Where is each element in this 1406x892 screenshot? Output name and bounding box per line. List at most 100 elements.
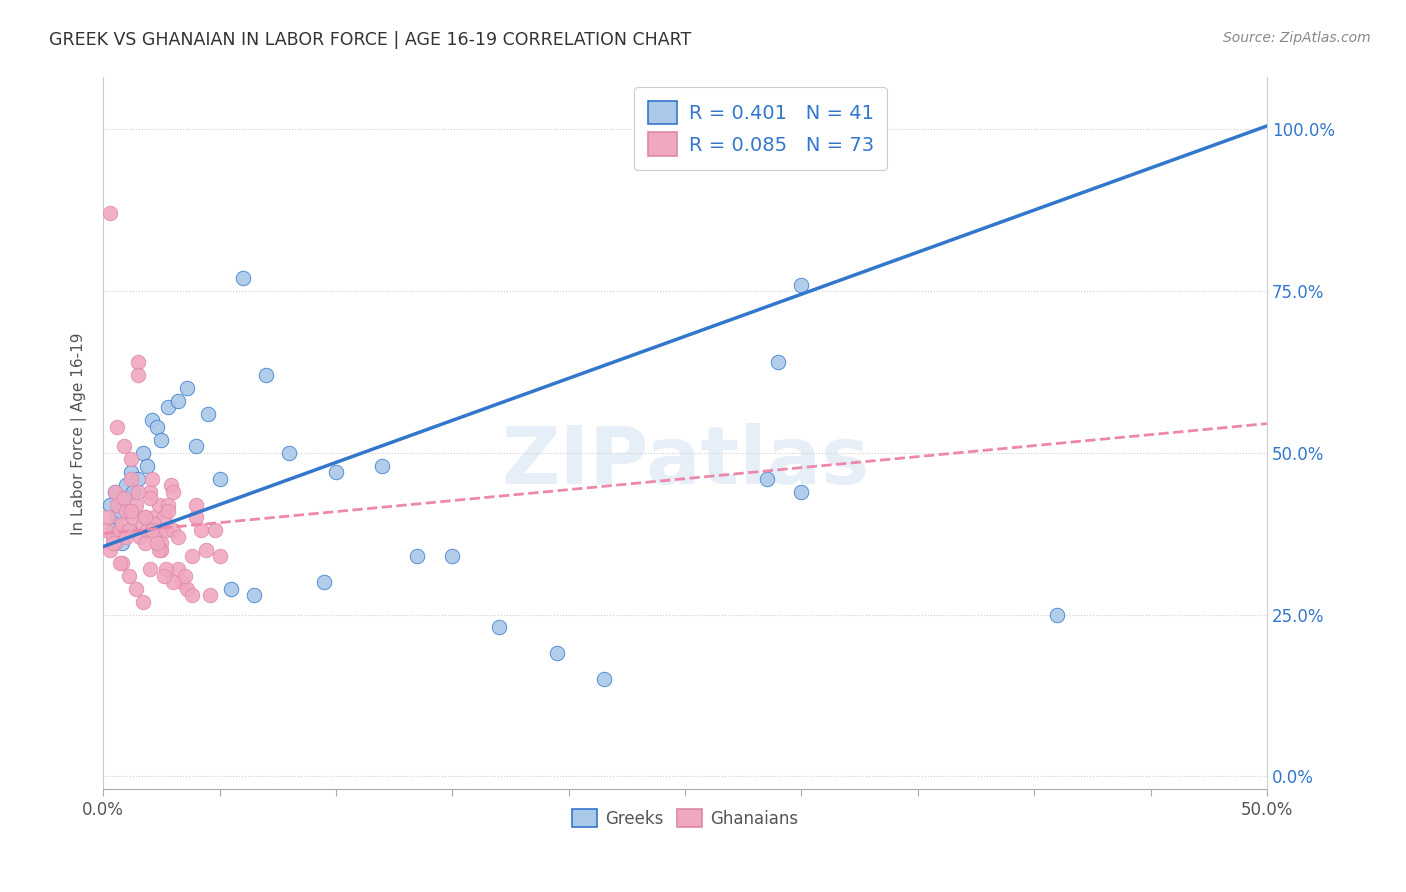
Point xyxy=(108,556,131,570)
Point xyxy=(120,465,142,479)
Point xyxy=(115,530,138,544)
Point xyxy=(98,206,121,220)
Point xyxy=(200,588,222,602)
Point xyxy=(243,588,266,602)
Point xyxy=(197,407,219,421)
Point xyxy=(118,568,141,582)
Point xyxy=(105,420,128,434)
Point xyxy=(145,420,167,434)
Point xyxy=(101,530,124,544)
Point xyxy=(371,458,394,473)
Point xyxy=(157,498,180,512)
Point xyxy=(143,516,166,531)
Point xyxy=(180,588,202,602)
Point xyxy=(94,524,117,538)
Point xyxy=(148,542,170,557)
Point xyxy=(150,536,173,550)
Point xyxy=(1046,607,1069,622)
Point xyxy=(118,524,141,538)
Legend: Greeks, Ghanaians: Greeks, Ghanaians xyxy=(565,803,806,834)
Point xyxy=(98,498,121,512)
Point xyxy=(145,524,167,538)
Point xyxy=(166,562,188,576)
Point xyxy=(122,484,145,499)
Point xyxy=(176,381,198,395)
Point xyxy=(176,582,198,596)
Point xyxy=(104,536,127,550)
Point xyxy=(139,562,162,576)
Point xyxy=(112,491,135,505)
Point xyxy=(111,556,134,570)
Point xyxy=(152,568,174,582)
Point xyxy=(194,542,217,557)
Point xyxy=(148,498,170,512)
Point xyxy=(152,510,174,524)
Point xyxy=(173,568,195,582)
Point xyxy=(162,484,184,499)
Point xyxy=(105,498,128,512)
Y-axis label: In Labor Force | Age 16-19: In Labor Force | Age 16-19 xyxy=(72,332,87,534)
Point xyxy=(118,524,141,538)
Point xyxy=(101,536,124,550)
Point xyxy=(190,524,212,538)
Point xyxy=(111,516,134,531)
Point xyxy=(186,510,208,524)
Point xyxy=(115,504,138,518)
Point xyxy=(108,504,131,518)
Point xyxy=(125,498,148,512)
Point xyxy=(120,472,142,486)
Point xyxy=(112,491,135,505)
Point xyxy=(166,394,188,409)
Point xyxy=(129,530,152,544)
Text: Source: ZipAtlas.com: Source: ZipAtlas.com xyxy=(1223,31,1371,45)
Point xyxy=(172,575,194,590)
Point xyxy=(134,536,156,550)
Point xyxy=(150,542,173,557)
Point xyxy=(254,368,277,383)
Point xyxy=(162,575,184,590)
Point xyxy=(790,484,813,499)
Point xyxy=(186,498,208,512)
Point xyxy=(112,439,135,453)
Point xyxy=(134,510,156,524)
Text: ZIPatlas: ZIPatlas xyxy=(501,423,869,500)
Point xyxy=(108,524,131,538)
Point xyxy=(157,504,180,518)
Point xyxy=(208,472,231,486)
Point xyxy=(145,536,167,550)
Point xyxy=(166,530,188,544)
Point xyxy=(143,510,166,524)
Point xyxy=(219,582,242,596)
Point xyxy=(406,549,429,564)
Point xyxy=(104,484,127,499)
Point xyxy=(122,510,145,524)
Text: GREEK VS GHANAIAN IN LABOR FORCE | AGE 16-19 CORRELATION CHART: GREEK VS GHANAIAN IN LABOR FORCE | AGE 1… xyxy=(49,31,692,49)
Point xyxy=(105,510,128,524)
Point xyxy=(157,401,180,415)
Point xyxy=(208,549,231,564)
Point xyxy=(592,672,614,686)
Point xyxy=(120,504,142,518)
Point xyxy=(132,446,155,460)
Point xyxy=(97,510,120,524)
Point xyxy=(115,478,138,492)
Point xyxy=(132,594,155,608)
Point xyxy=(120,452,142,467)
Point xyxy=(125,582,148,596)
Point xyxy=(150,433,173,447)
Point xyxy=(101,524,124,538)
Point xyxy=(766,355,789,369)
Point xyxy=(790,277,813,292)
Point xyxy=(141,413,163,427)
Point xyxy=(134,510,156,524)
Point xyxy=(132,516,155,531)
Point xyxy=(127,355,149,369)
Point xyxy=(98,542,121,557)
Point xyxy=(111,536,134,550)
Point xyxy=(141,472,163,486)
Point xyxy=(136,524,159,538)
Point xyxy=(204,524,226,538)
Point xyxy=(441,549,464,564)
Point xyxy=(162,524,184,538)
Point xyxy=(127,368,149,383)
